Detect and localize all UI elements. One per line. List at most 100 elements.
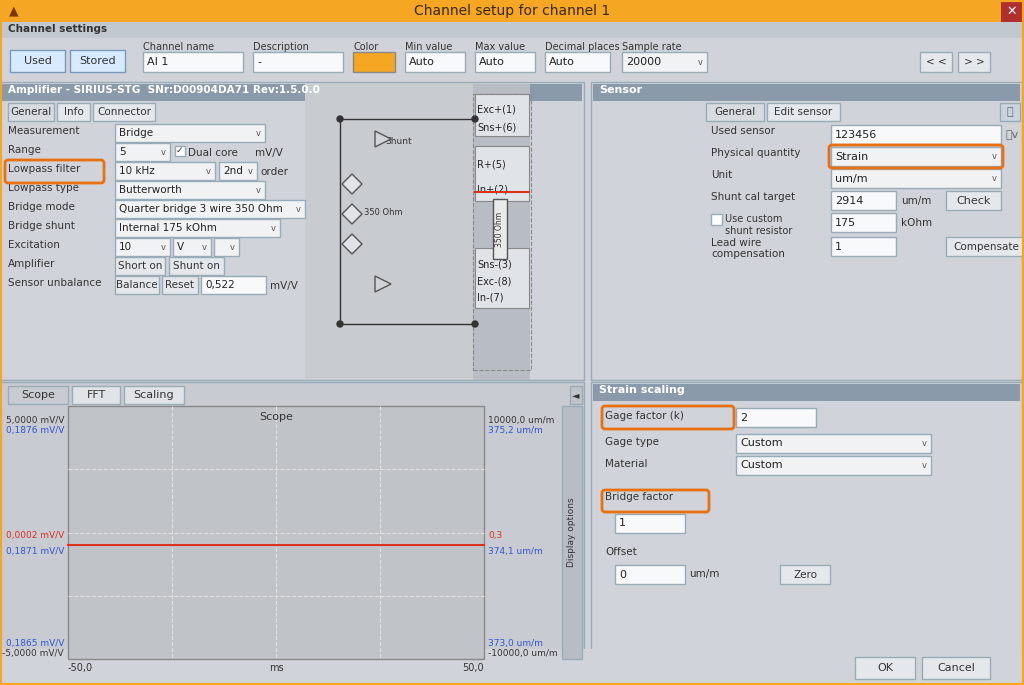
Text: ▲: ▲: [9, 5, 18, 18]
Text: 2914: 2914: [835, 195, 863, 206]
Text: Shunt: Shunt: [385, 137, 412, 146]
Bar: [922, 657, 990, 679]
Text: 🔓: 🔓: [1007, 107, 1014, 117]
Text: Sensor unbalance: Sensor unbalance: [8, 278, 101, 288]
Text: Lowpass type: Lowpass type: [8, 183, 79, 193]
Polygon shape: [342, 174, 362, 194]
Bar: [93, 103, 155, 121]
Text: 2nd: 2nd: [223, 166, 243, 176]
Text: Auto: Auto: [409, 57, 435, 67]
Text: 375,2 um/m: 375,2 um/m: [488, 426, 543, 435]
Circle shape: [337, 321, 343, 327]
Bar: [175, 146, 185, 156]
Text: Strain scaling: Strain scaling: [599, 385, 685, 395]
Text: v: v: [296, 205, 300, 214]
Text: Min value: Min value: [406, 42, 453, 52]
Bar: [570, 386, 582, 404]
Text: 0,522: 0,522: [205, 280, 234, 290]
Bar: [622, 52, 707, 72]
Bar: [173, 238, 211, 256]
Text: Butterworth: Butterworth: [119, 185, 181, 195]
Text: > >: > >: [964, 57, 984, 67]
Text: Bridge: Bridge: [119, 128, 154, 138]
Text: Custom: Custom: [740, 438, 782, 449]
Text: 0: 0: [618, 569, 626, 580]
Bar: [0, 38, 1024, 82]
Text: Measurement: Measurement: [8, 126, 80, 136]
Bar: [406, 52, 465, 72]
Text: v: v: [229, 242, 234, 251]
Bar: [0, 82, 584, 380]
Text: Shunt cal target: Shunt cal target: [711, 192, 795, 202]
Bar: [115, 276, 159, 294]
Text: Range: Range: [8, 145, 41, 155]
Text: compensation: compensation: [711, 249, 784, 259]
Text: mV/V: mV/V: [255, 147, 283, 158]
Text: v: v: [922, 439, 927, 448]
Text: Quarter bridge 3 wire 350 Ohm: Quarter bridge 3 wire 350 Ohm: [119, 204, 283, 214]
Bar: [831, 147, 1001, 166]
Text: Use custom
shunt resistor: Use custom shunt resistor: [725, 214, 793, 236]
Bar: [711, 214, 722, 225]
Bar: [545, 52, 610, 72]
Text: 350 Ohm: 350 Ohm: [364, 208, 402, 216]
Text: 373,0 um/m: 373,0 um/m: [488, 639, 543, 648]
Bar: [706, 103, 764, 121]
Text: Cancel: Cancel: [937, 663, 975, 673]
Bar: [475, 146, 529, 201]
Text: 350 Ohm: 350 Ohm: [496, 212, 505, 247]
Text: Short on: Short on: [118, 261, 162, 271]
Bar: [615, 565, 685, 584]
Text: Connector: Connector: [97, 107, 151, 117]
Text: Used sensor: Used sensor: [711, 126, 775, 136]
Text: 0,0002 mV/V: 0,0002 mV/V: [6, 531, 63, 540]
Text: Bridge factor: Bridge factor: [605, 492, 673, 502]
Bar: [115, 124, 265, 142]
Text: 5,0000 mV/V: 5,0000 mV/V: [5, 416, 63, 425]
Bar: [68, 406, 484, 659]
Text: 10000,0 um/m: 10000,0 um/m: [488, 416, 554, 425]
Text: Amplifier: Amplifier: [8, 259, 55, 269]
Text: General: General: [10, 107, 51, 117]
Text: Dual core: Dual core: [188, 147, 238, 158]
Text: 0,1871 mV/V: 0,1871 mV/V: [5, 547, 63, 556]
Text: Balance: Balance: [116, 280, 158, 290]
Text: v: v: [161, 147, 166, 156]
Bar: [615, 514, 685, 533]
Bar: [591, 82, 1022, 380]
Text: Custom: Custom: [740, 460, 782, 471]
Text: Auto: Auto: [479, 57, 505, 67]
Bar: [736, 434, 931, 453]
Text: ✕: ✕: [1007, 5, 1017, 18]
Text: General: General: [715, 107, 756, 117]
Bar: [473, 84, 530, 380]
Bar: [115, 162, 215, 180]
Text: 0,1865 mV/V: 0,1865 mV/V: [5, 639, 63, 648]
Text: Gage type: Gage type: [605, 437, 659, 447]
Text: 20000: 20000: [626, 57, 662, 67]
Text: ✓: ✓: [176, 146, 183, 155]
Text: Amplifier - SIRIUS-STG  SNr:D00904DA71 Rev:1.5.0.0: Amplifier - SIRIUS-STG SNr:D00904DA71 Re…: [8, 85, 319, 95]
Text: OK: OK: [877, 663, 893, 673]
Bar: [767, 103, 840, 121]
Bar: [591, 382, 1022, 683]
Circle shape: [472, 116, 478, 122]
Bar: [115, 143, 170, 161]
Text: Sample rate: Sample rate: [622, 42, 682, 52]
Bar: [946, 237, 1024, 256]
Bar: [115, 219, 280, 237]
Text: 50,0: 50,0: [463, 663, 484, 673]
Text: Color: Color: [353, 42, 378, 52]
Text: -50,0: -50,0: [68, 663, 93, 673]
Text: Unit: Unit: [711, 170, 732, 180]
Text: v: v: [256, 186, 260, 195]
Text: Lead wire: Lead wire: [711, 238, 761, 248]
Text: Strain: Strain: [835, 151, 868, 162]
Text: um/m: um/m: [901, 196, 932, 206]
Text: 374,1 um/m: 374,1 um/m: [488, 547, 543, 556]
Text: mV/V: mV/V: [270, 280, 298, 290]
Bar: [920, 52, 952, 72]
Text: Material: Material: [605, 459, 647, 469]
Bar: [736, 456, 931, 475]
Text: 175: 175: [835, 218, 856, 227]
